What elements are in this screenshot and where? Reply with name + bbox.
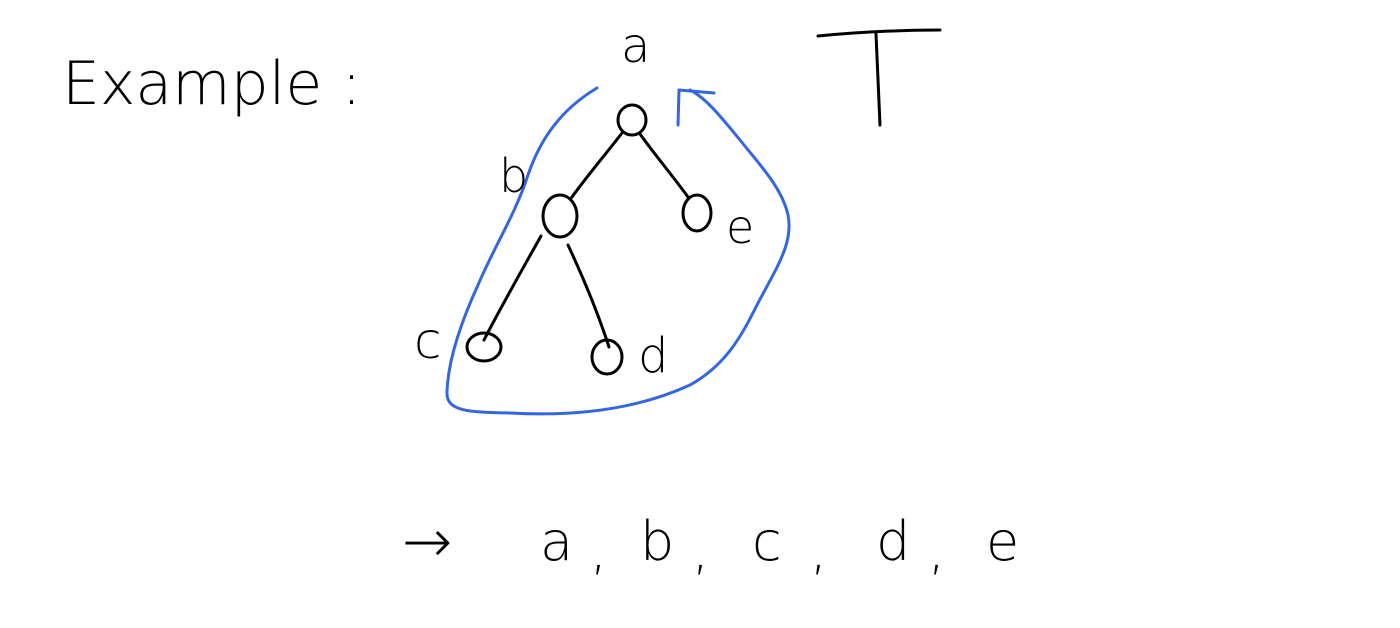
- heading: Example :: [62, 49, 362, 119]
- tree-symbol-T: [816, 28, 942, 127]
- node-d: [590, 338, 624, 376]
- result-comma-4: ,: [928, 518, 945, 581]
- result-item-e: e: [986, 510, 1019, 573]
- edge-a-e: [638, 132, 690, 199]
- result-comma-1: ,: [590, 518, 607, 581]
- edge-a-b: [570, 131, 624, 199]
- node-e: [681, 193, 713, 233]
- node-a: [616, 103, 648, 137]
- tree-edges: [482, 131, 690, 349]
- result-item-c: c: [752, 510, 782, 573]
- traversal-result: → a , b , c , d , e: [402, 507, 1019, 581]
- node-c: [465, 331, 503, 363]
- result-item-d: d: [876, 510, 910, 573]
- node-label-e: e: [726, 200, 754, 254]
- node-label-c: c: [414, 312, 442, 370]
- traversal-path: [445, 86, 791, 416]
- result-item-a: a: [540, 510, 573, 573]
- edge-b-d: [566, 243, 611, 349]
- result-comma-3: ,: [810, 518, 827, 581]
- node-b: [541, 193, 579, 239]
- traversal-contour: [445, 86, 791, 416]
- result-arrow: →: [402, 507, 452, 577]
- result-item-b: b: [640, 510, 674, 573]
- result-comma-2: ,: [692, 518, 709, 581]
- traversal-arrow-head: [676, 88, 716, 127]
- tree-nodes: [465, 103, 713, 376]
- node-label-b: b: [499, 149, 528, 203]
- node-label-a: a: [621, 18, 650, 74]
- node-label-d: d: [638, 328, 668, 384]
- edge-b-c: [482, 234, 543, 342]
